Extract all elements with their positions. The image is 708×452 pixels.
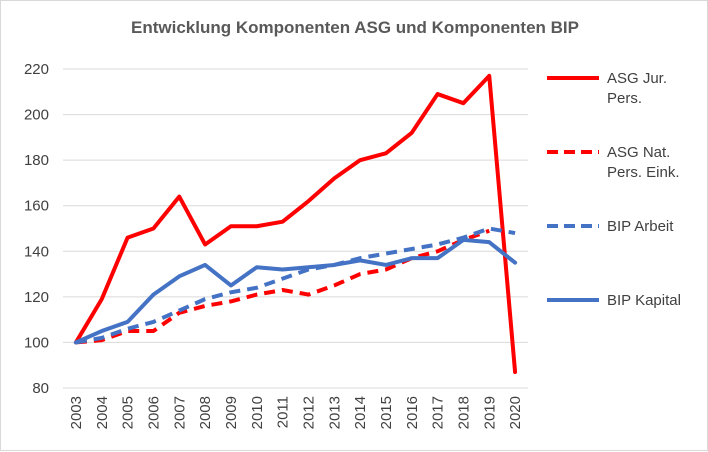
legend-label: BIP Kapital bbox=[607, 292, 681, 309]
x-tick-label: 2007 bbox=[171, 396, 188, 429]
x-tick-label: 2016 bbox=[404, 396, 421, 429]
y-tick-label: 140 bbox=[24, 243, 49, 260]
x-tick-label: 2011 bbox=[275, 396, 292, 428]
x-tick-label: 2019 bbox=[481, 396, 498, 429]
x-tick-label: 2008 bbox=[197, 396, 214, 429]
gridlines bbox=[63, 68, 528, 389]
x-tick-label: 2017 bbox=[430, 396, 447, 429]
y-tick-label: 160 bbox=[24, 198, 49, 215]
x-tick-label: 2012 bbox=[300, 396, 317, 429]
x-tick-label: 2005 bbox=[120, 396, 137, 429]
legend-label: Pers. Eink. bbox=[607, 164, 680, 181]
y-tick-label: 180 bbox=[24, 152, 49, 169]
y-tick-label: 200 bbox=[24, 107, 49, 124]
legend: ASG Jur. Pers. ASG Nat. Pers. Eink. BIP Arbe… bbox=[547, 70, 681, 309]
x-tick-label: 2013 bbox=[326, 396, 343, 429]
series-line-3 bbox=[73, 237, 518, 345]
y-axis: 80 100 120 140 160 180 200 220 bbox=[24, 61, 49, 397]
y-tick-label: 100 bbox=[24, 334, 49, 351]
x-tick-label: 2020 bbox=[507, 396, 524, 429]
series-lines bbox=[73, 73, 518, 375]
x-tick-label: 2010 bbox=[249, 396, 266, 429]
x-tick-label: 2018 bbox=[455, 396, 472, 429]
x-axis: 2003 2004 2005 2006 2007 2008 2009 2010 2011 2012… bbox=[68, 396, 524, 429]
series-line-2 bbox=[75, 226, 516, 345]
legend-label: ASG Nat. bbox=[607, 144, 670, 161]
y-tick-label: 220 bbox=[24, 61, 49, 78]
series-line-1 bbox=[75, 228, 490, 345]
x-tick-label: 2006 bbox=[145, 396, 162, 429]
x-tick-label: 2009 bbox=[223, 396, 240, 429]
series-line-0 bbox=[73, 73, 518, 375]
x-tick-label: 2003 bbox=[68, 396, 85, 429]
legend-label: BIP Arbeit bbox=[607, 218, 674, 235]
y-tick-label: 80 bbox=[32, 380, 49, 397]
legend-label: ASG Jur. bbox=[607, 70, 667, 87]
legend-label: Pers. bbox=[607, 90, 642, 107]
y-tick-label: 120 bbox=[24, 289, 49, 306]
x-tick-label: 2014 bbox=[352, 396, 369, 429]
x-tick-label: 2015 bbox=[378, 396, 395, 429]
chart-title: Entwicklung Komponenten ASG und Komponen… bbox=[131, 18, 579, 37]
x-tick-label: 2004 bbox=[94, 396, 111, 429]
